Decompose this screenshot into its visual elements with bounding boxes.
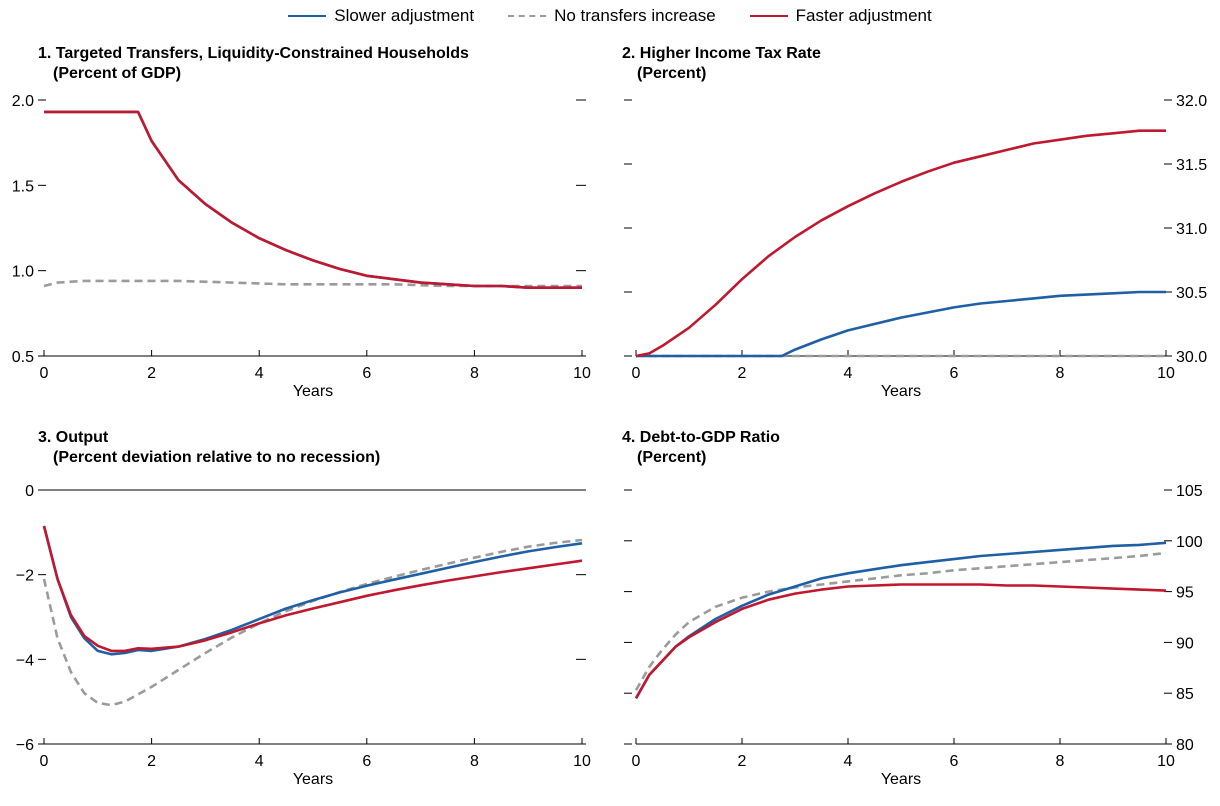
chart-title: 3. Output: [38, 429, 109, 446]
x-tick-label: 0: [632, 753, 641, 770]
chart-title: 1. Targeted Transfers, Liquidity-Constra…: [38, 45, 469, 62]
x-tick-label: 10: [1157, 753, 1175, 770]
y-tick-label: 85: [1176, 686, 1194, 703]
series-line-faster-adjustment: [635, 129, 1166, 358]
y-tick-label: −6: [16, 737, 34, 754]
chart-subtitle: (Percent deviation relative to no recess…: [53, 449, 380, 466]
y-tick-label: 30.5: [1176, 285, 1207, 302]
x-tick-label: 4: [255, 365, 264, 382]
x-tick-label: 6: [362, 365, 371, 382]
y-tick-label: 90: [1176, 635, 1194, 652]
x-tick-label: 2: [147, 753, 156, 770]
y-tick-label: 1.5: [12, 178, 34, 195]
x-tick-label: 2: [147, 365, 156, 382]
x-tick-label: 4: [844, 753, 853, 770]
x-tick-label: 2: [738, 753, 747, 770]
x-tick-label: 8: [1056, 365, 1065, 382]
chart-subtitle: (Percent): [637, 65, 706, 82]
series-line-slower-adjustment: [42, 525, 583, 656]
x-axis-label: Years: [293, 383, 333, 400]
x-axis-label: Years: [293, 771, 333, 788]
x-tick-label: 8: [470, 753, 479, 770]
x-tick-label: 8: [470, 365, 479, 382]
y-tick-label: 31.0: [1176, 221, 1207, 238]
series-line-faster-adjustment: [42, 525, 583, 653]
x-tick-label: 10: [1157, 365, 1175, 382]
x-tick-label: 0: [40, 753, 49, 770]
legend-label: Faster adjustment: [795, 6, 932, 25]
y-tick-label: 1.0: [12, 264, 34, 281]
y-tick-label: 2.0: [12, 93, 34, 110]
legend-item: Slower adjustment: [288, 6, 474, 26]
x-tick-label: 2: [738, 365, 747, 382]
chart-panel-3: 3. Output (Percent deviation relative to …: [16, 429, 591, 788]
chart-subtitle: (Percent of GDP): [53, 65, 181, 82]
y-tick-label: −4: [16, 652, 34, 669]
legend-label: Slower adjustment: [334, 6, 475, 25]
chart-legend: Slower adjustment No transfers increase Fa…: [0, 4, 1220, 28]
legend-swatch: [288, 15, 327, 17]
y-tick-label: 80: [1176, 737, 1194, 754]
chart-panel-4: 4. Debt-to-GDP Ratio (Percent) 0 2 4 6 8 10 Year…: [622, 429, 1203, 788]
chart-title: 2. Higher Income Tax Rate: [622, 45, 821, 62]
y-tick-label: 105: [1176, 483, 1203, 500]
x-tick-label: 10: [573, 365, 591, 382]
series-line-faster-adjustment: [44, 110, 582, 290]
legend-item: Faster adjustment: [749, 6, 932, 26]
legend-swatch: [749, 15, 788, 17]
x-tick-label: 0: [40, 365, 49, 382]
y-tick-label: −2: [16, 568, 34, 585]
y-tick-label: 30.0: [1176, 349, 1207, 366]
x-axis-label: Years: [881, 771, 921, 788]
x-tick-label: 6: [950, 753, 959, 770]
y-tick-label: 32.0: [1176, 93, 1207, 110]
x-tick-label: 10: [573, 753, 591, 770]
series-line-no-transfers-increase: [634, 551, 1167, 691]
x-tick-label: 8: [1056, 753, 1065, 770]
legend-label: No transfers increase: [554, 6, 716, 25]
legend-swatch: [508, 15, 547, 17]
y-tick-label: 95: [1176, 585, 1194, 602]
x-tick-label: 6: [950, 365, 959, 382]
series-line-faster-adjustment: [634, 583, 1167, 699]
x-tick-label: 4: [844, 365, 853, 382]
chart-subtitle: (Percent): [637, 449, 706, 466]
legend-item: No transfers increase: [508, 6, 716, 26]
y-tick-label: 0.5: [12, 349, 34, 366]
chart-panel-1: 1. Targeted Transfers, Liquidity-Constra…: [12, 45, 591, 400]
series-line-slower-adjustment: [636, 290, 1166, 358]
y-tick-label: 100: [1176, 534, 1203, 551]
chart-panel-2: 2. Higher Income Tax Rate (Percent) 0 2 4 6 8 1…: [622, 45, 1207, 400]
x-tick-label: 6: [362, 753, 371, 770]
x-axis-label: Years: [881, 383, 921, 400]
series-line-slower-adjustment: [634, 541, 1167, 699]
x-tick-label: 0: [632, 365, 641, 382]
x-tick-label: 4: [255, 753, 264, 770]
y-tick-label: 0: [25, 483, 34, 500]
y-tick-label: 31.5: [1176, 157, 1207, 174]
series-line-no-transfers-increase: [42, 538, 583, 707]
chart-title: 4. Debt-to-GDP Ratio: [622, 429, 780, 446]
